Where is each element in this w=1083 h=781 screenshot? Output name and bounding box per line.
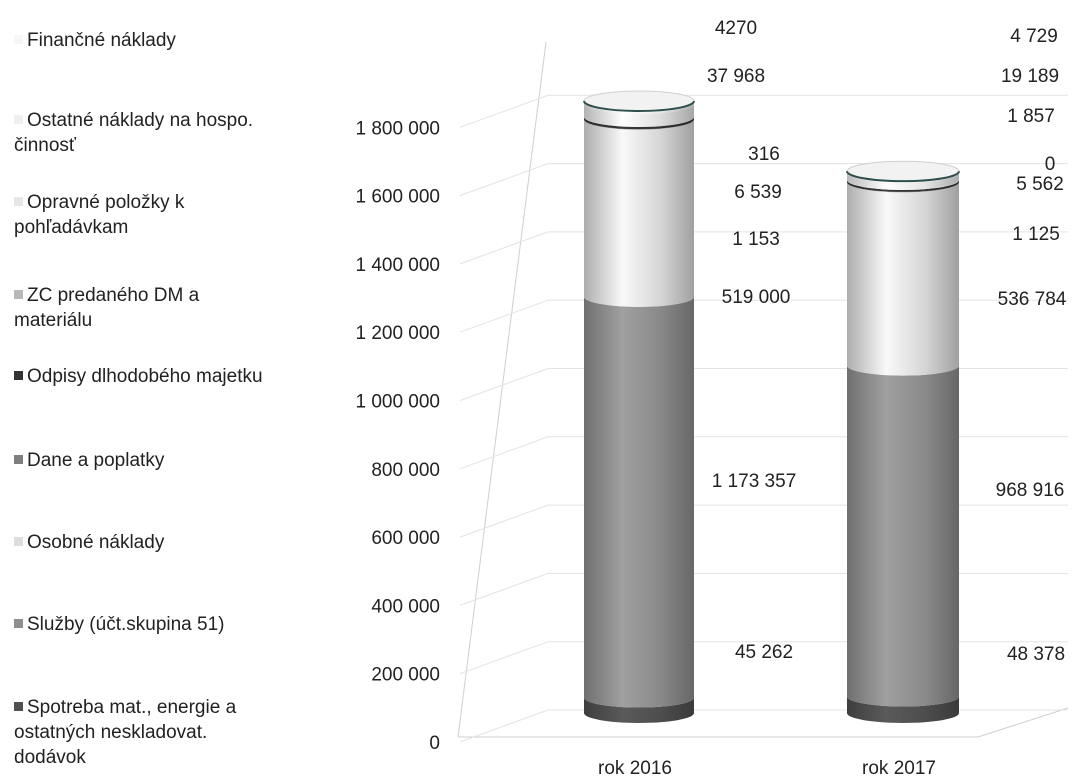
data-label: 1 173 357 (712, 471, 797, 492)
legend-swatch (14, 619, 23, 628)
data-label: 536 784 (998, 289, 1067, 310)
legend-item: Opravné položky k pohľadávkam (14, 190, 332, 240)
y-tick-label: 0 (429, 733, 440, 754)
data-label: 4 729 (1010, 26, 1058, 47)
y-tick-label: 1 800 000 (355, 118, 440, 139)
legend-swatch (14, 702, 23, 711)
legend-item: Dane a poplatky (14, 448, 332, 473)
data-label: 1 857 (1007, 106, 1055, 127)
legend-label: Spotreba mat., energie a (27, 697, 237, 718)
y-tick-label: 200 000 (371, 665, 440, 686)
cylinder-segment (847, 172, 959, 190)
cylinder-top-rim (846, 170, 960, 183)
data-label: 6 539 (734, 182, 782, 203)
data-label: 316 (748, 144, 780, 165)
legend-label: Ostatné náklady na hospo. (27, 110, 254, 131)
cylinder-segment (847, 182, 959, 376)
gridline (459, 368, 1068, 401)
data-label: 45 262 (735, 642, 793, 663)
legend-swatch (14, 197, 23, 206)
data-label: 519 000 (722, 287, 791, 308)
cylinder-segment (847, 365, 959, 707)
legend-item: Služby (účt.skupina 51) (14, 612, 332, 637)
data-label: 968 916 (996, 480, 1065, 501)
cylinder-segment (584, 103, 694, 127)
legend-label: dodávok (14, 747, 86, 768)
floor-side-edge (977, 707, 1069, 738)
data-label: 5 562 (1016, 174, 1064, 195)
data-label: 1 153 (732, 229, 780, 250)
legend-label: Finančné náklady (27, 30, 176, 51)
legend-swatch (14, 371, 23, 380)
legend-item: ZC predaného DM a materiálu (14, 283, 332, 333)
legend-swatch (14, 290, 23, 299)
cylinder-segment (584, 296, 694, 708)
cylinder-segment (584, 119, 694, 307)
legend-item: Spotreba mat., energie a ostatných neskla… (14, 695, 332, 770)
cylinder-segment (847, 179, 959, 192)
cylinder-segment (584, 697, 694, 723)
y-tick-label: 1 000 000 (355, 392, 440, 413)
legend-label: Služby (účt.skupina 51) (27, 614, 225, 635)
gridline (459, 504, 1068, 538)
data-label: 1 125 (1012, 224, 1060, 245)
legend-label: ZC predaného DM a (27, 285, 200, 306)
chart-legend: Finančné náklady Ostatné náklady na hospo… (0, 0, 330, 781)
legend-item: Odpisy dlhodobého majetku (14, 364, 332, 389)
legend-label: pohľadávkam (14, 217, 129, 238)
legend-label: Osobné náklady (27, 532, 165, 553)
legend-swatch (14, 537, 23, 546)
x-category-label: rok 2016 (598, 758, 672, 779)
cylinder-segment (847, 696, 959, 723)
data-label: 4270 (715, 18, 757, 39)
data-label: 37 968 (707, 66, 765, 87)
legend-label: Dane a poplatky (27, 450, 165, 471)
legend-item: Osobné náklady (14, 530, 332, 555)
legend-item: Finančné náklady (14, 28, 332, 53)
legend-swatch (14, 455, 23, 464)
legend-swatch (14, 115, 23, 124)
y-tick-label: 1 600 000 (355, 187, 440, 208)
gridline (459, 436, 1068, 470)
cylinder-top-rim (583, 100, 695, 112)
legend-item: Ostatné náklady na hospo. činnosť (14, 108, 332, 158)
data-label: 0 (1045, 154, 1056, 175)
y-tick-label: 1 400 000 (355, 255, 440, 276)
legend-swatch (14, 35, 23, 44)
back-wall-edge (457, 41, 547, 738)
gridline (459, 94, 1068, 128)
y-tick-label: 400 000 (371, 596, 440, 617)
legend-label: Odpisy dlhodobého majetku (27, 366, 263, 387)
y-tick-label: 1 200 000 (355, 323, 440, 344)
cylinder-segment (584, 116, 694, 130)
data-label: 48 378 (1007, 644, 1065, 665)
legend-label: činnosť (14, 135, 77, 156)
y-tick-label: 600 000 (371, 528, 440, 549)
legend-label: materiálu (14, 310, 93, 331)
x-category-label: rok 2017 (862, 758, 936, 779)
gridline (459, 572, 1068, 606)
y-tick-label: 800 000 (371, 460, 440, 481)
legend-label: ostatných neskladovat. (14, 722, 208, 743)
legend-label: Opravné položky k (27, 192, 185, 213)
data-label: 19 189 (1001, 66, 1059, 87)
